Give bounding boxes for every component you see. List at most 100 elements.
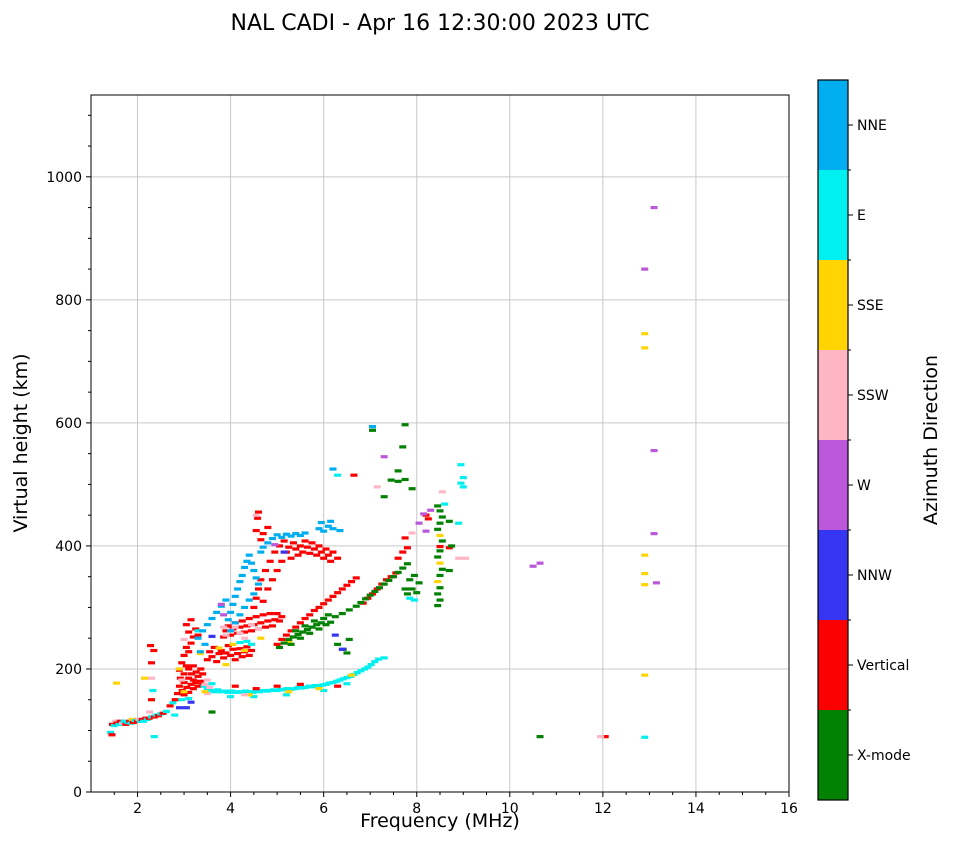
data-point (329, 467, 337, 471)
data-point (641, 735, 649, 739)
data-point (162, 709, 170, 714)
data-point (273, 684, 281, 688)
data-point (338, 611, 346, 616)
x-axis-label: Frequency (MHz) (360, 810, 520, 832)
data-point (353, 671, 361, 675)
data-point (180, 637, 188, 642)
data-point (306, 631, 314, 635)
data-point (259, 545, 267, 549)
data-point (257, 550, 265, 554)
data-point (243, 645, 251, 649)
data-point (287, 629, 295, 633)
data-point (301, 616, 309, 621)
data-point (266, 559, 274, 563)
data-point (194, 629, 202, 633)
data-point (110, 723, 118, 728)
data-point (283, 687, 291, 691)
data-point (296, 682, 304, 686)
data-point (201, 682, 209, 686)
data-point (317, 520, 325, 525)
data-point (222, 598, 230, 602)
data-point (189, 687, 197, 691)
data-point (183, 685, 191, 690)
data-point (203, 691, 211, 696)
data-point (457, 481, 465, 485)
data-point (320, 602, 328, 606)
data-point (438, 515, 446, 519)
data-point (176, 676, 184, 680)
data-point (338, 647, 346, 651)
data-point (325, 681, 333, 685)
x-tick-label: 12 (594, 801, 612, 817)
data-point (147, 643, 155, 648)
data-point (213, 659, 221, 664)
colorbar-segment (818, 710, 848, 800)
data-point (150, 648, 158, 653)
data-point (324, 598, 332, 602)
data-point (343, 651, 351, 655)
data-point (317, 550, 325, 554)
data-point (200, 684, 208, 688)
data-point (220, 613, 228, 617)
data-point (208, 616, 216, 621)
y-tick-label: 800 (55, 293, 82, 309)
data-point (434, 504, 442, 508)
data-point (241, 565, 249, 570)
data-point (380, 582, 388, 586)
data-point (438, 490, 446, 494)
data-point (255, 690, 263, 694)
data-point (262, 568, 269, 573)
data-point (189, 635, 197, 639)
data-point (241, 605, 249, 610)
data-point (373, 485, 381, 489)
data-point (250, 695, 258, 699)
y-tick-label: 1000 (46, 170, 82, 186)
data-point (434, 527, 442, 531)
data-point (641, 346, 649, 350)
data-point (241, 648, 249, 653)
data-point (141, 676, 149, 680)
data-point (259, 599, 267, 603)
data-point (171, 698, 179, 702)
data-point (310, 547, 318, 551)
data-point (385, 578, 393, 582)
data-point (287, 642, 295, 646)
data-point (227, 629, 235, 633)
data-point (403, 562, 411, 566)
data-point (175, 667, 183, 671)
data-point (408, 531, 416, 535)
data-point (213, 610, 221, 614)
data-point (536, 735, 544, 739)
data-point (273, 611, 281, 616)
data-point (238, 619, 246, 623)
data-point (322, 547, 330, 551)
data-point (217, 604, 225, 608)
data-point (434, 604, 442, 608)
data-point (217, 602, 225, 606)
data-point (410, 598, 418, 602)
data-point (650, 448, 658, 453)
data-point (180, 672, 188, 676)
data-point (389, 575, 397, 579)
data-point (310, 619, 318, 623)
data-point (252, 513, 260, 517)
data-point (250, 605, 258, 610)
data-point (217, 648, 225, 653)
data-point (264, 587, 272, 591)
data-point (215, 646, 223, 650)
data-point (313, 623, 321, 627)
data-point (271, 618, 279, 622)
data-point (187, 618, 195, 622)
data-point (348, 673, 356, 677)
data-point (266, 611, 274, 616)
data-point (185, 696, 193, 701)
data-point (641, 267, 649, 271)
data-point (257, 578, 265, 582)
data-point (345, 637, 353, 642)
data-point (641, 583, 649, 587)
data-point (187, 700, 195, 704)
data-point (203, 623, 211, 627)
data-point (273, 688, 281, 693)
data-point (641, 572, 649, 576)
